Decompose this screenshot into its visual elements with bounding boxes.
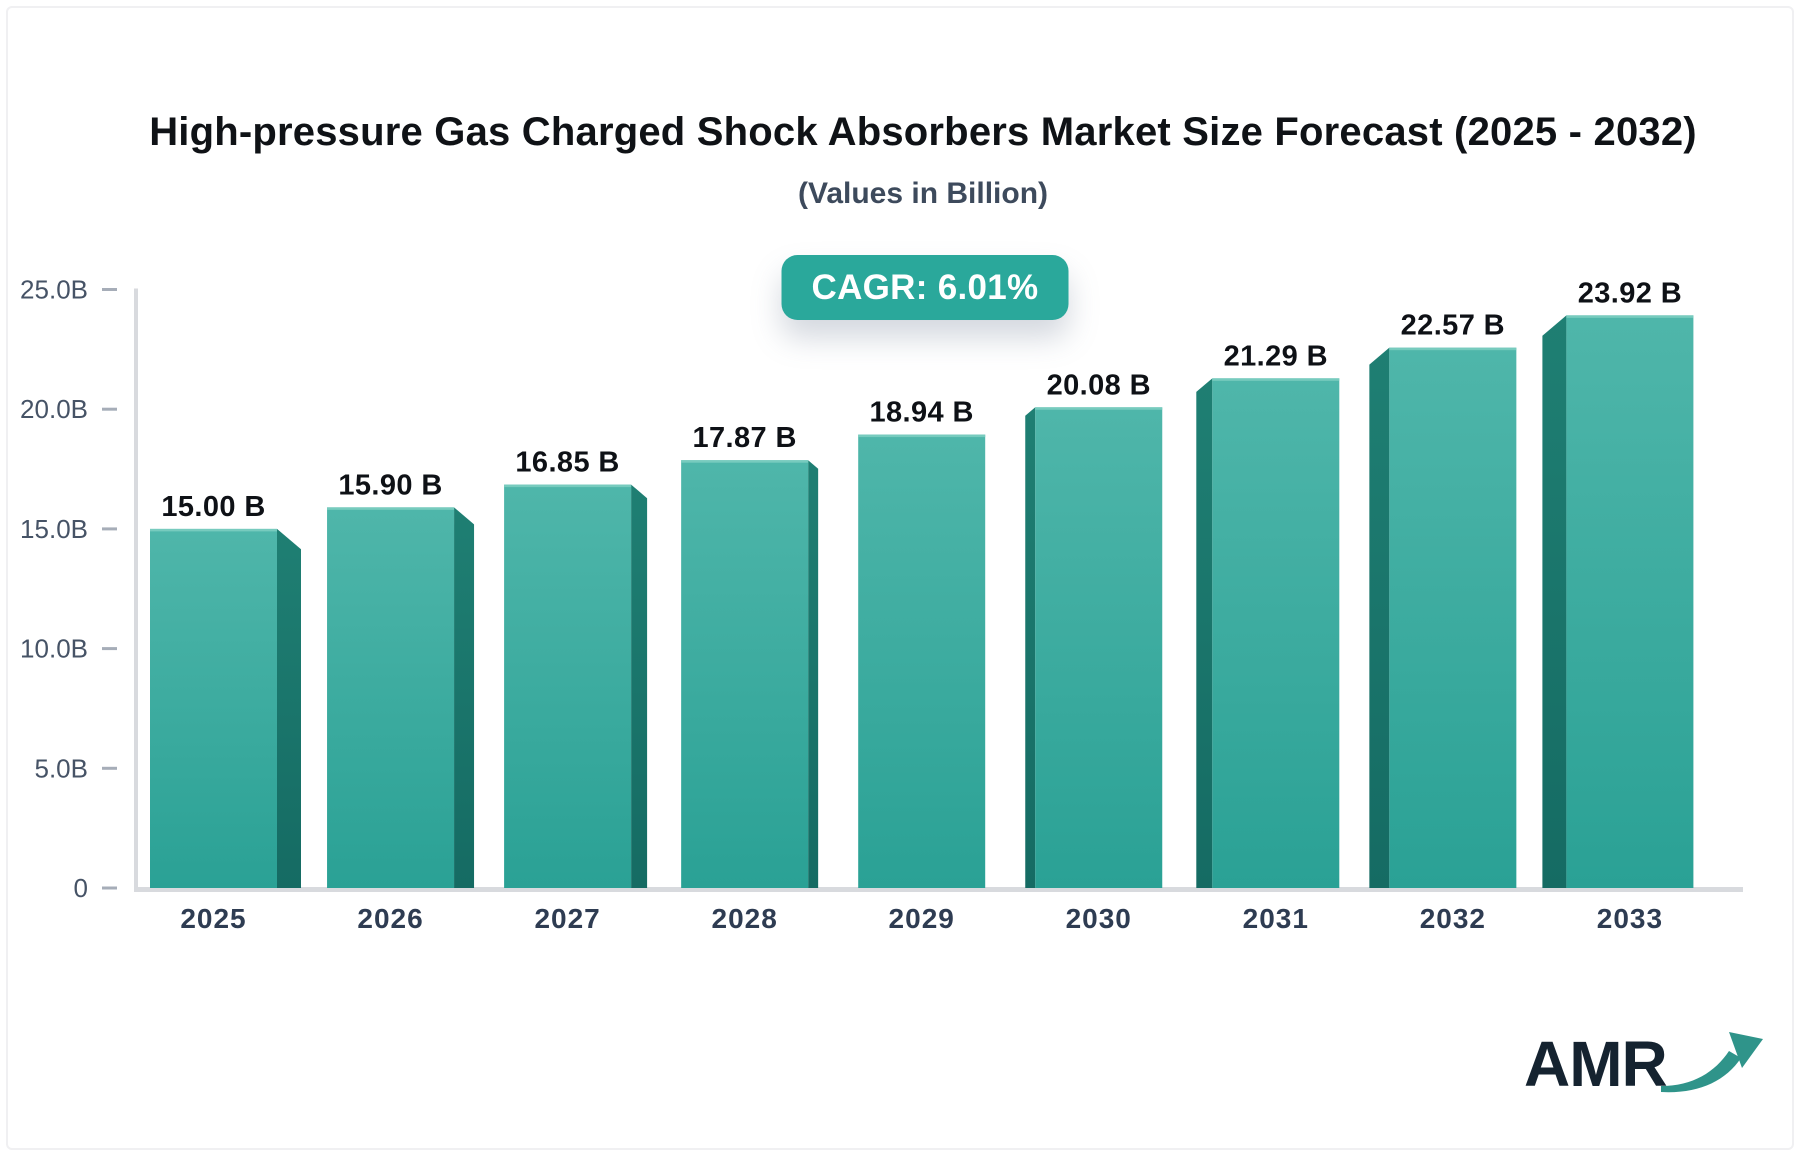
amr-logo-text: AMR: [1524, 1028, 1668, 1100]
x-tick-label: 2032: [1420, 903, 1486, 934]
x-tick-label: 2030: [1066, 903, 1132, 934]
x-tick-label: 2031: [1243, 903, 1309, 934]
chart-title: High-pressure Gas Charged Shock Absorber…: [149, 110, 1697, 154]
bar-value-label: 15.00 B: [161, 491, 265, 523]
bar-value-label: 20.08 B: [1047, 369, 1151, 401]
y-tick-label: 25.0B: [20, 275, 88, 305]
bar-2028[interactable]: [681, 460, 809, 888]
growth-arrow-icon: [1660, 1032, 1763, 1093]
bar-value-label: 23.92 B: [1578, 277, 1682, 309]
bar-side-face: [277, 528, 301, 888]
x-tick-label: 2033: [1597, 903, 1663, 934]
bar-2032[interactable]: [1389, 347, 1517, 888]
y-tick-label: 5.0B: [35, 753, 89, 783]
y-tick-label: 10.0B: [20, 634, 88, 664]
bar-top-edge: [504, 484, 632, 488]
x-axis-line: [134, 887, 1743, 892]
x-tick-label: 2025: [180, 903, 246, 934]
bar-side-face: [1025, 407, 1036, 888]
bar-top-edge: [681, 460, 809, 463]
cagr-badge: CAGR: 6.01%: [781, 255, 1069, 320]
bar-side-face: [1369, 347, 1390, 888]
bar-2027[interactable]: [504, 484, 632, 888]
bar-value-label: 15.90 B: [338, 469, 442, 501]
bar-top-edge: [150, 528, 277, 532]
bar-value-label: 17.87 B: [692, 422, 796, 454]
y-tick-label: 15.0B: [20, 514, 88, 544]
bar-top-edge: [327, 507, 455, 510]
y-tick-mark: [102, 407, 117, 411]
bar-2029[interactable]: [858, 434, 986, 888]
bar-side-face: [808, 460, 819, 888]
y-tick-mark: [102, 886, 117, 890]
x-tick-label: 2029: [889, 903, 955, 934]
bar-value-label: 22.57 B: [1401, 310, 1505, 342]
bar-side-face: [631, 484, 648, 888]
bar-2033[interactable]: [1566, 315, 1694, 888]
chart-header: High-pressure Gas Charged Shock Absorber…: [40, 110, 1800, 211]
bar-top-edge: [1212, 378, 1340, 381]
chart-subtitle: (Values in Billion): [797, 177, 1049, 210]
bar-side-face: [1196, 378, 1213, 888]
bar-2025[interactable]: [150, 528, 277, 888]
bar-top-edge: [1035, 407, 1163, 410]
bar-top-edge: [1389, 347, 1517, 351]
bar-value-label: 16.85 B: [515, 447, 619, 479]
x-tick-label: 2027: [534, 903, 600, 934]
y-tick-mark: [102, 288, 117, 291]
bar-value-label: 21.29 B: [1224, 340, 1328, 372]
y-tick-label: 20.0B: [20, 394, 88, 424]
x-tick-label: 2028: [712, 903, 778, 934]
bar-top-edge: [1566, 315, 1694, 318]
bar-top-edge: [858, 434, 986, 438]
amr-logo: AMR: [1524, 1032, 1771, 1110]
y-tick-mark: [102, 527, 117, 531]
y-tick-mark: [102, 766, 117, 770]
y-tick-label: 0: [74, 873, 88, 903]
x-tick-label: 2026: [357, 903, 423, 934]
bar-2031[interactable]: [1212, 378, 1340, 888]
bar-2026[interactable]: [327, 507, 455, 888]
bar-side-face: [1542, 315, 1567, 888]
y-axis-line: [134, 288, 138, 892]
bar-value-label: 18.94 B: [870, 397, 974, 429]
y-tick-mark: [102, 647, 117, 651]
bar-side-face: [454, 507, 475, 888]
bar-2030[interactable]: [1035, 407, 1163, 888]
